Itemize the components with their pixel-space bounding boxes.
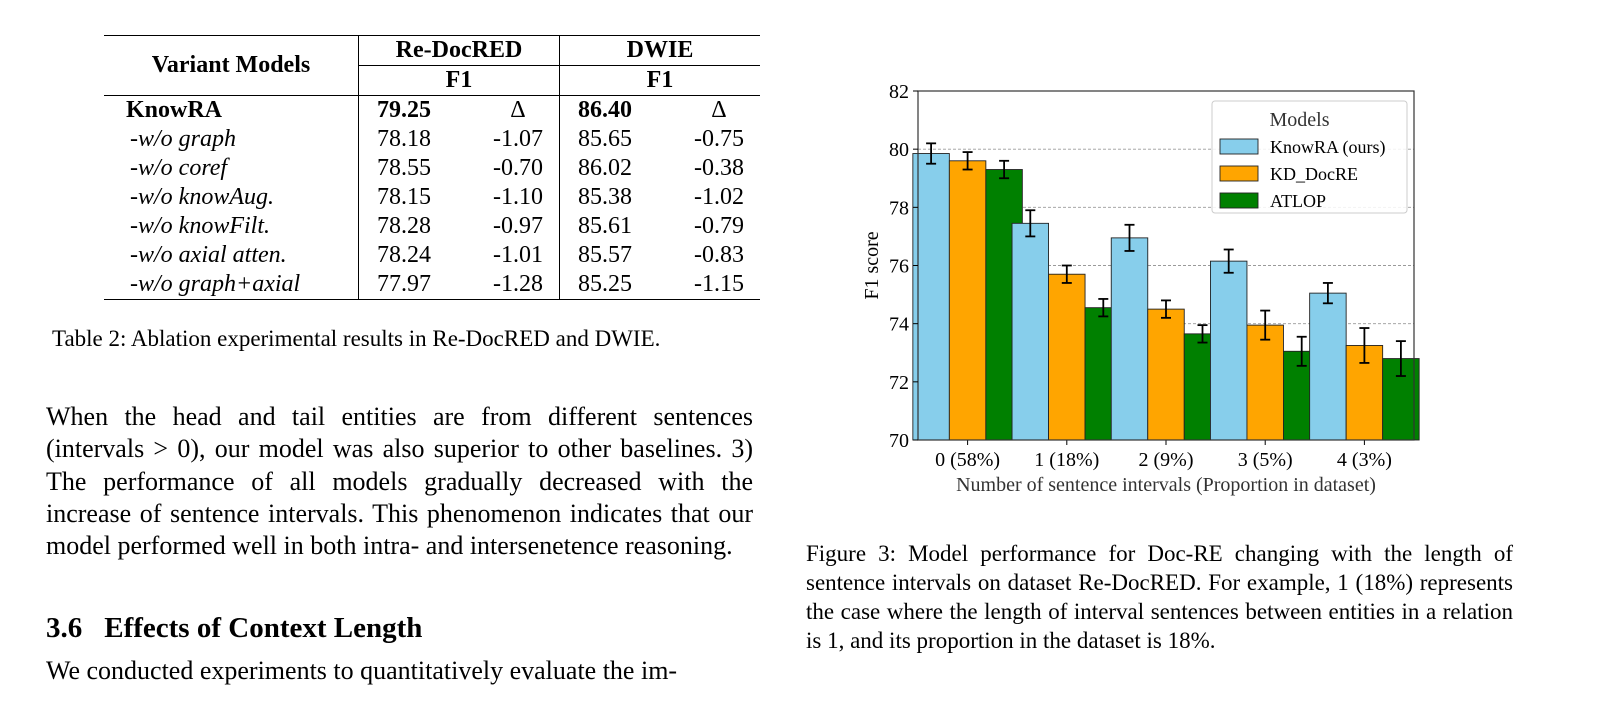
bar (1309, 292, 1347, 441)
row-name: -w/o graph (104, 125, 359, 154)
legend-label: KD_DocRE (1270, 164, 1358, 184)
header-metric-f1-dwie: F1 (559, 65, 760, 96)
x-tick-label: 2 (9%) (1139, 449, 1194, 471)
legend-swatch (1219, 165, 1259, 182)
bar (948, 160, 987, 441)
cell-dwie-f1: 86.40 (578, 97, 632, 123)
table-row: -w/o knowAug. 78.15 -1.10 85.38 -1.02 (104, 183, 760, 212)
row-name: KnowRA (104, 95, 359, 125)
cell-dwie-f1: 85.57 (578, 242, 632, 268)
cell-re-docred-f1: 78.55 (377, 155, 431, 181)
cell-re-docred-f1: 78.15 (377, 184, 431, 210)
cell-dwie-delta: -0.79 (694, 213, 744, 239)
cell-re-docred-delta: -1.10 (477, 183, 560, 212)
ablation-table: Variant Models Re-DocRED DWIE F1 F1 Know… (104, 35, 760, 300)
cell-re-docred-delta: -0.70 (477, 154, 560, 183)
table-header-row: Variant Models Re-DocRED DWIE (104, 35, 760, 96)
cell-dwie-delta: -0.83 (694, 242, 744, 268)
row-name: -w/o graph+axial (104, 270, 359, 300)
section-number: 3.6 (46, 612, 83, 644)
cell-re-docred-delta: -1.07 (477, 125, 560, 154)
cell-dwie-f1: 85.65 (578, 126, 632, 152)
bar (1011, 222, 1050, 441)
row-name: -w/o knowFilt. (104, 212, 359, 241)
section-title: Effects of Context Length (104, 612, 423, 644)
row-name: -w/o axial atten. (104, 241, 359, 270)
table-subheader-row: F1 F1 (104, 65, 760, 96)
bar (1048, 273, 1086, 441)
cell-re-docred-delta: -0.97 (477, 212, 560, 241)
cell-re-docred-delta: -1.01 (477, 241, 560, 270)
row-name: -w/o knowAug. (104, 183, 359, 212)
row-name: -w/o coref (104, 154, 359, 183)
table-row: KnowRA 79.25 Δ 86.40 Δ (104, 95, 760, 125)
y-tick-label: 80 (889, 139, 909, 161)
header-re-docred: Re-DocRED (358, 35, 560, 66)
header-dwie: DWIE (559, 35, 760, 66)
cell-re-docred-f1: 79.25 (377, 97, 431, 123)
legend-box (1211, 100, 1408, 214)
figure-caption: Figure 3: Model performance for Doc-RE c… (806, 541, 1513, 653)
body-paragraph: When the head and tail entities are from… (46, 402, 753, 561)
y-tick-label: 70 (889, 430, 909, 452)
table-caption: Table 2: Ablation experimental results i… (52, 326, 661, 351)
bar (1246, 324, 1284, 441)
cell-dwie-f1: 85.38 (578, 184, 632, 210)
x-tick-label: 3 (5%) (1238, 449, 1293, 471)
y-tick-label: 78 (889, 197, 909, 219)
section-heading: 3.6 Effects of Context Length (46, 612, 422, 645)
x-tick-label: 0 (58%) (935, 449, 1000, 471)
cell-re-docred-delta: -1.28 (477, 270, 560, 300)
y-tick-label: 74 (889, 314, 909, 336)
cell-re-docred-f1: 78.28 (377, 213, 431, 239)
cell-re-docred-f1: 78.18 (377, 126, 431, 152)
cell-dwie-f1: 85.25 (559, 270, 678, 300)
y-tick-label: 82 (889, 81, 909, 103)
bar (1110, 237, 1149, 441)
cell-dwie-f1: 85.61 (578, 213, 632, 239)
cell-dwie-f1: 86.02 (578, 155, 632, 181)
cell-dwie-delta: -0.75 (694, 126, 744, 152)
bar (1147, 308, 1185, 441)
cell-re-docred-f1: 78.24 (377, 242, 431, 268)
cell-dwie-delta: -1.02 (694, 184, 744, 210)
bar (1210, 260, 1248, 441)
table-row: -w/o axial atten. 78.24 -1.01 85.57 -0.8… (104, 241, 760, 270)
table-row: -w/o graph 78.18 -1.07 85.65 -0.75 (104, 125, 760, 154)
header-variant-models: Variant Models (104, 35, 359, 96)
y-tick-label: 72 (889, 372, 909, 394)
cell-dwie-delta: Δ (711, 97, 727, 123)
cell-dwie-delta: -1.15 (678, 270, 760, 300)
header-metric-f1-re-docred: F1 (358, 65, 560, 96)
legend-swatch (1219, 138, 1259, 155)
body-last-line: We conducted experiments to quantitative… (46, 656, 678, 685)
x-tick-label: 4 (3%) (1337, 449, 1392, 471)
table-row: -w/o coref 78.55 -0.70 86.02 -0.38 (104, 154, 760, 183)
table-row: -w/o graph+axial 77.97 -1.28 85.25 -1.15 (104, 270, 760, 300)
legend-swatch (1219, 192, 1259, 209)
y-tick-label: 76 (889, 256, 909, 278)
table-row: -w/o knowFilt. 78.28 -0.97 85.61 -0.79 (104, 212, 760, 241)
y-axis-label: F1 score (861, 231, 883, 299)
x-tick-label: 1 (18%) (1034, 449, 1099, 471)
legend-title: Models (1270, 109, 1330, 131)
cell-re-docred-delta: Δ (477, 95, 560, 125)
legend-label: ATLOP (1270, 191, 1326, 211)
cell-re-docred-f1: 77.97 (358, 270, 477, 300)
legend-label: KnowRA (ours) (1270, 137, 1386, 158)
x-axis-label: Number of sentence intervals (Proportion… (956, 474, 1376, 496)
bar-chart: 0 (58%) 1 (18%) 2 (9%) 3 (5%) 4 (3%) 70 72 74 76… (861, 81, 1420, 496)
cell-dwie-delta: -0.38 (694, 155, 744, 181)
